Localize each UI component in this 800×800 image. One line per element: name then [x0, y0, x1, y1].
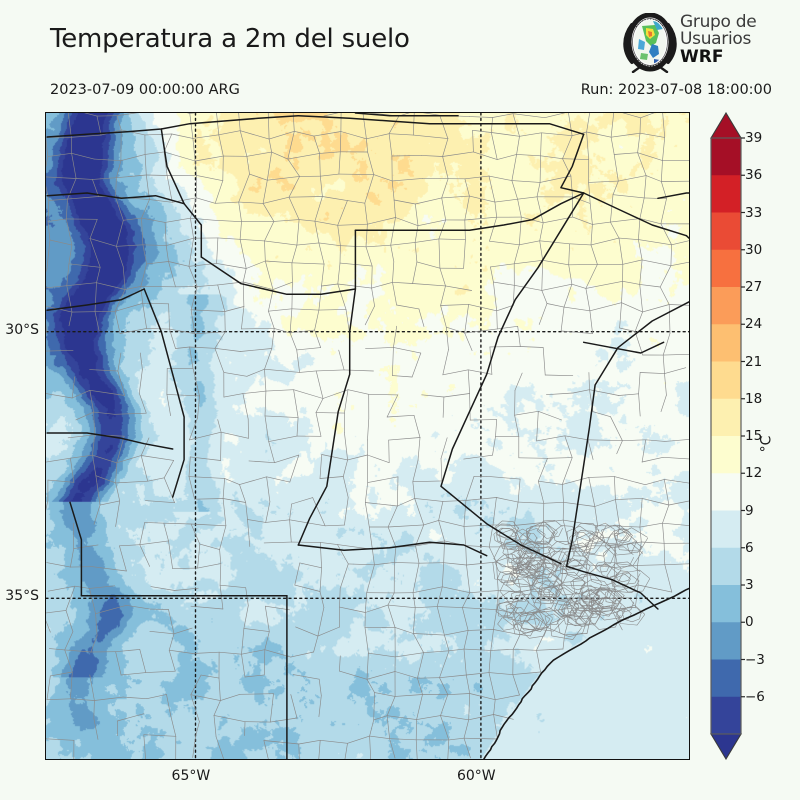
colorbar-tick-18: 18	[745, 390, 763, 407]
y-axis-tick-0: 30°S	[5, 321, 39, 338]
logo-line-2: Usuarios	[680, 29, 752, 50]
colorbar-tick-0: 0	[745, 614, 754, 631]
colorbar-tick-30: 30	[745, 241, 763, 258]
wrf-globe-emblem-icon	[623, 13, 677, 73]
colorbar[interactable]: 39 36 33 30 27 24 21 18 15 12 9 6 3 0 −3 −6	[710, 112, 765, 760]
colorbar-gradient	[710, 112, 745, 760]
logo-line-1: Grupo de	[680, 12, 757, 32]
colorbar-tick--3: −3	[745, 651, 765, 668]
wrf-user-group-logo: Grupo de Usuarios WRF	[616, 12, 776, 74]
colorbar-tick-24: 24	[745, 316, 763, 333]
map-vector-overlay	[46, 113, 689, 759]
colorbar-tick-12: 12	[745, 465, 763, 482]
colorbar-tick-33: 33	[745, 204, 763, 221]
colorbar-unit-label: °C	[758, 435, 775, 453]
colorbar-tick-15: 15	[745, 428, 763, 444]
page-title: Temperatura a 2m del suelo	[50, 24, 410, 54]
colorbar-tick-39: 39	[745, 130, 763, 146]
x-axis-tick-0: 65°W	[171, 768, 211, 784]
colorbar-tick-6: 6	[745, 539, 754, 556]
colorbar-tick-9: 9	[745, 502, 754, 519]
colorbar-tick--6: −6	[745, 688, 765, 705]
run-time-label: Run: 2023-07-08 18:00:00	[580, 82, 772, 98]
colorbar-tick-21: 21	[745, 353, 763, 370]
colorbar-tick-27: 27	[745, 279, 763, 295]
colorbar-tick-3: 3	[745, 577, 754, 593]
temperature-map[interactable]	[45, 112, 690, 760]
colorbar-tick-36: 36	[745, 167, 763, 184]
logo-text-block: Grupo de Usuarios WRF	[680, 12, 757, 67]
logo-line-3: WRF	[680, 46, 724, 67]
y-axis-tick-1: 35°S	[5, 588, 39, 605]
valid-time-label: 2023-07-09 00:00:00 ARG	[50, 82, 240, 98]
x-axis-tick-1: 60°W	[456, 768, 496, 784]
